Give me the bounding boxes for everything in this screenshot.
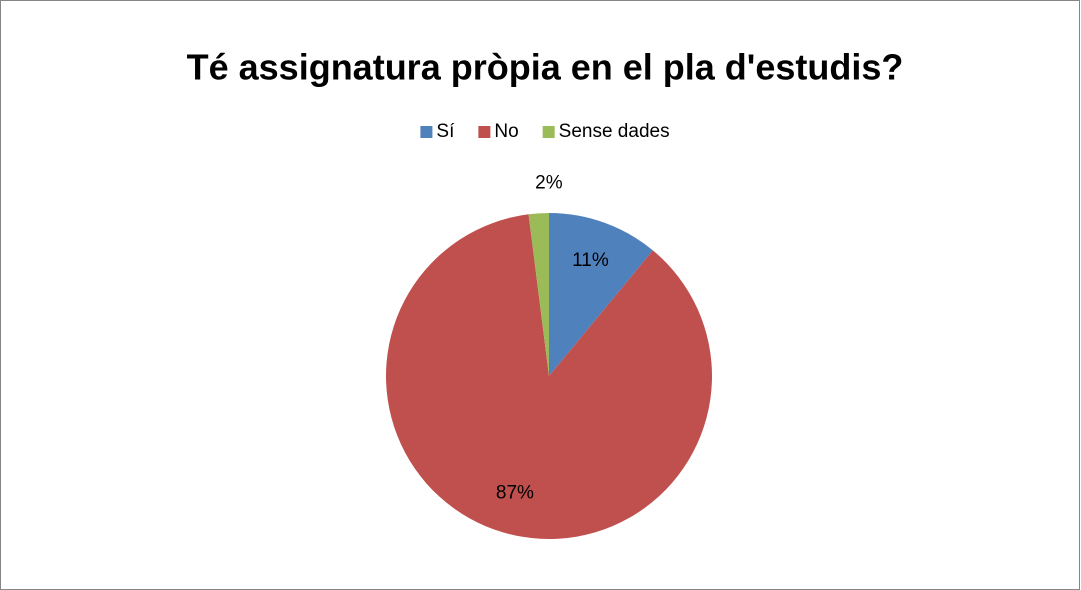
pie-slice — [528, 213, 549, 376]
legend-swatch — [542, 126, 555, 138]
legend-swatch — [420, 126, 433, 138]
pie-slice — [549, 213, 653, 376]
legend-label: Sí — [436, 121, 455, 142]
legend-label: No — [494, 121, 518, 142]
legend-label: Sense dades — [559, 121, 670, 142]
data-label: 87% — [496, 482, 534, 503]
pie-slice — [385, 214, 712, 539]
chart-title: Té assignatura pròpia en el pla d'estudi… — [187, 47, 904, 88]
data-label: 2% — [535, 172, 563, 193]
data-label: 11% — [572, 250, 609, 271]
legend-swatch — [478, 126, 491, 138]
